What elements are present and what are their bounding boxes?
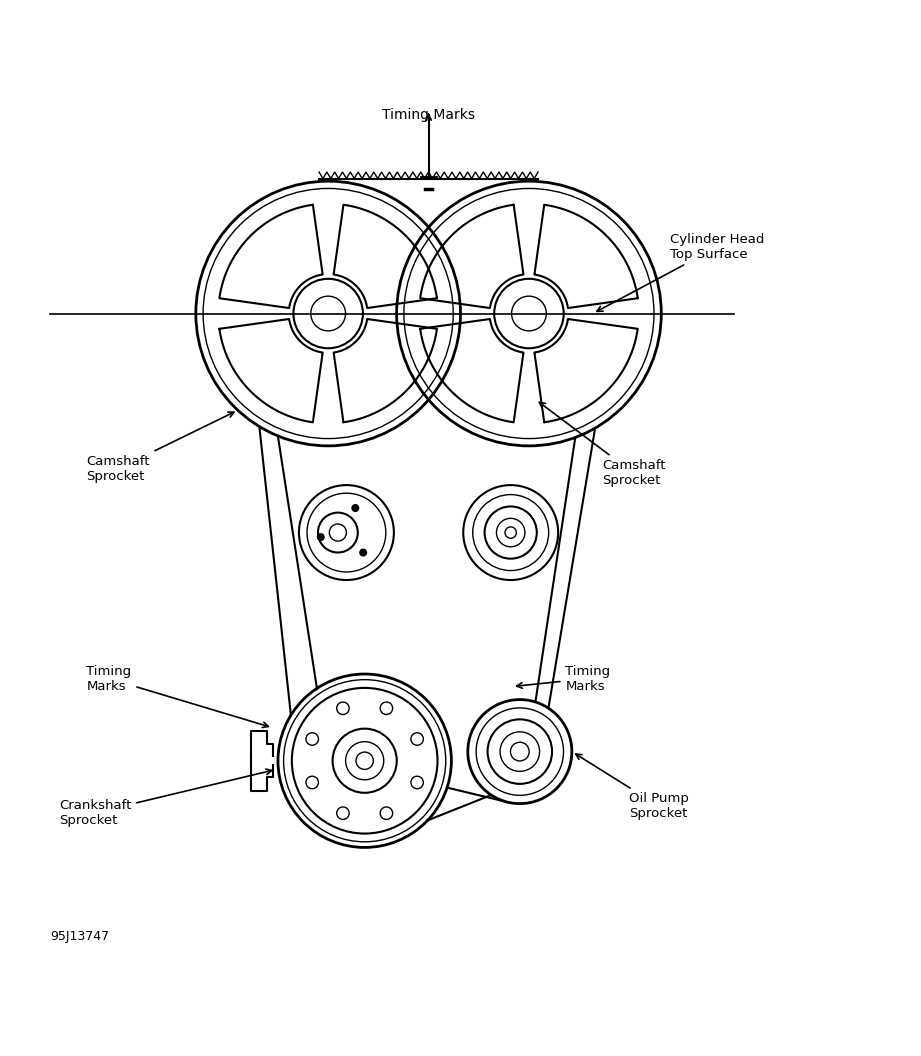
- Text: Oil Pump
Sprocket: Oil Pump Sprocket: [576, 754, 689, 821]
- Text: Timing
Marks: Timing Marks: [517, 664, 611, 693]
- Text: Camshaft
Sprocket: Camshaft Sprocket: [87, 412, 234, 483]
- Circle shape: [318, 533, 324, 541]
- Text: Cylinder Head
Top Surface: Cylinder Head Top Surface: [597, 233, 764, 312]
- Text: 95J13747: 95J13747: [50, 930, 109, 943]
- Text: Crankshaft
Sprocket: Crankshaft Sprocket: [59, 769, 272, 827]
- Text: Camshaft
Sprocket: Camshaft Sprocket: [540, 402, 666, 487]
- Circle shape: [360, 549, 367, 555]
- Circle shape: [352, 505, 358, 511]
- Text: Timing Marks: Timing Marks: [382, 108, 475, 121]
- Text: Timing
Marks: Timing Marks: [87, 664, 268, 728]
